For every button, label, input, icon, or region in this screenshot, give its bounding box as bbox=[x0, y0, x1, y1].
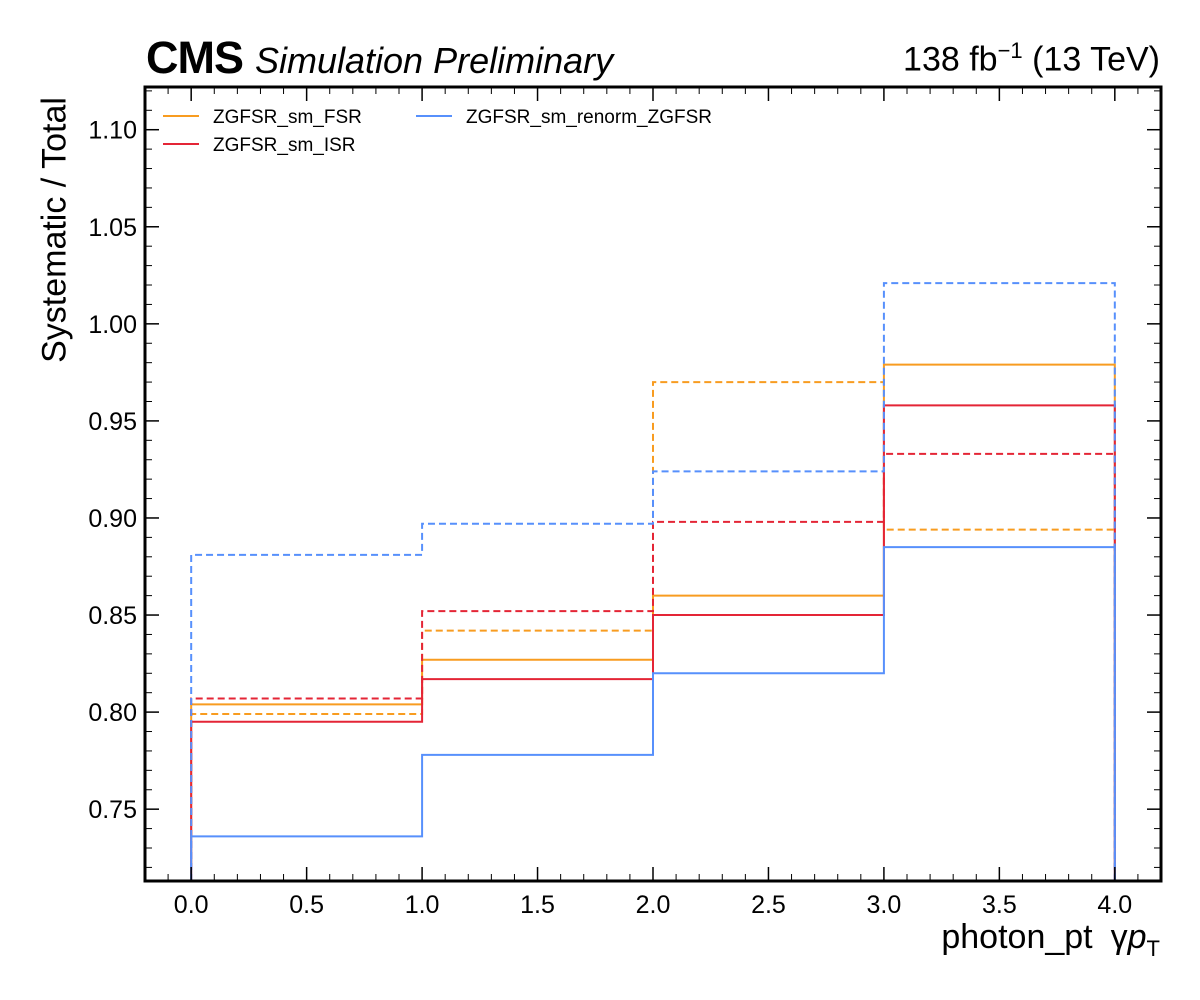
cms-label: CMS bbox=[146, 32, 244, 83]
legend: ZGFSR_sm_FSR ZGFSR_sm_ISR ZGFSR_sm_renorm_… bbox=[163, 107, 712, 156]
x-tick-label: 2.5 bbox=[751, 891, 786, 919]
series-zgfsr-sm-renorm-zgfsr-solid bbox=[190, 546, 1116, 881]
y-tick-label: 0.95 bbox=[88, 408, 137, 436]
energy-label: (13 TeV) bbox=[1032, 40, 1160, 79]
x-tick-label: 3.5 bbox=[982, 891, 1017, 919]
simulation-preliminary-label: Simulation Preliminary bbox=[255, 40, 614, 81]
y-tick-label: 0.75 bbox=[88, 796, 137, 824]
x-tick-label: 0.5 bbox=[289, 891, 324, 919]
y-tick-label: 1.05 bbox=[88, 214, 137, 242]
x-axis-label: photon_pt γpT bbox=[941, 918, 1160, 962]
x-tick-label: 1.5 bbox=[520, 891, 555, 919]
legend-label: ZGFSR_sm_renorm_ZGFSR bbox=[466, 107, 712, 128]
series-zgfsr-sm-isr-dashed bbox=[190, 452, 1116, 881]
legend-label: ZGFSR_sm_ISR bbox=[213, 135, 356, 156]
y-tick-label: 0.80 bbox=[88, 699, 137, 727]
plot-frame bbox=[143, 85, 1163, 883]
lumi-value: 138 fb bbox=[903, 40, 998, 79]
ticks-layer: 0.0 0.5 1.0 1.5 2.0 2.5 3.0 3.5 4.0 0.75 0.80 0.85 0… bbox=[88, 87, 1162, 919]
x-tick-label: 1.0 bbox=[405, 891, 440, 919]
legend-label: ZGFSR_sm_FSR bbox=[213, 107, 362, 128]
x-axis-label-p: p bbox=[1127, 918, 1147, 956]
series-layer bbox=[190, 282, 1116, 881]
x-tick-label: 2.0 bbox=[636, 891, 671, 919]
x-tick-label: 0.0 bbox=[174, 891, 209, 919]
x-axis-label-main: photon_pt bbox=[941, 918, 1093, 956]
x-axis-label-sub: T bbox=[1146, 935, 1160, 961]
y-tick-label: 0.90 bbox=[88, 505, 137, 533]
series-zgfsr-sm-renorm-zgfsr-dashed bbox=[190, 282, 1116, 881]
series-zgfsr-sm-isr-solid bbox=[190, 404, 1116, 881]
x-tick-label: 4.0 bbox=[1097, 891, 1132, 919]
lumi-exponent: −1 bbox=[997, 38, 1023, 63]
y-tick-label: 1.00 bbox=[88, 311, 137, 339]
y-tick-label: 0.85 bbox=[88, 602, 137, 630]
y-tick-label: 1.10 bbox=[88, 117, 137, 145]
luminosity-label: 138 fb−1 (13 TeV) bbox=[903, 38, 1160, 79]
x-axis-label-symbol: γ bbox=[1110, 918, 1128, 956]
x-tick-label: 3.0 bbox=[867, 891, 902, 919]
